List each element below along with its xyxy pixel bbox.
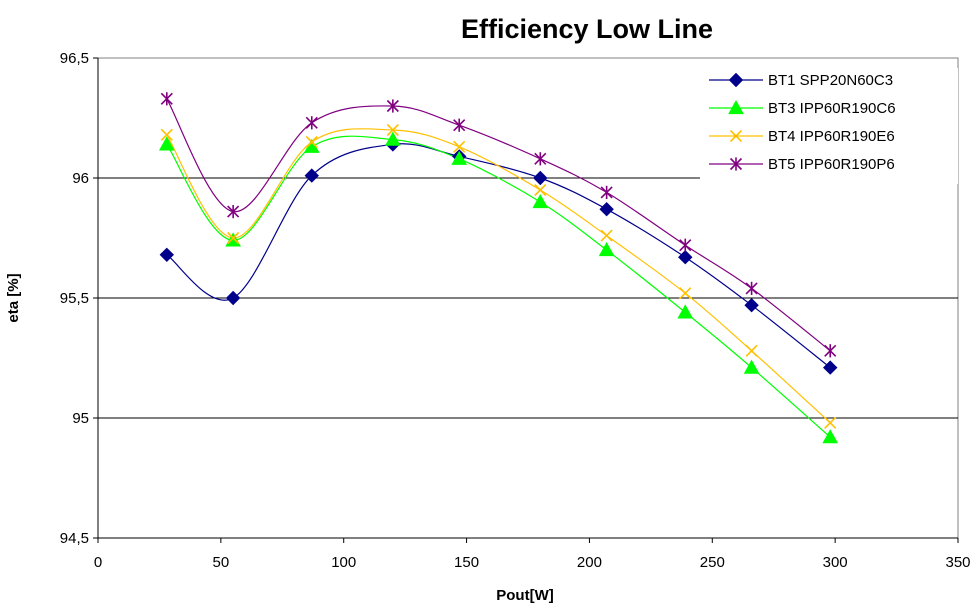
data-point — [532, 193, 549, 209]
data-point — [385, 131, 401, 146]
x-tick-label: 100 — [331, 554, 356, 571]
data-point — [451, 150, 468, 165]
y-tick-label: 95 — [72, 410, 89, 427]
series-line-4 — [166, 98, 831, 352]
x-tick-label: 300 — [823, 554, 848, 571]
data-point — [305, 116, 318, 130]
marker-stroke — [745, 344, 758, 357]
y-tick-label: 96 — [72, 170, 89, 187]
data-point — [158, 136, 175, 151]
data-point — [744, 297, 759, 313]
x-tick-labels: 0 50 100 150 200 250 300 350 — [94, 554, 971, 571]
data-point — [600, 229, 613, 242]
marker-stroke — [160, 128, 173, 141]
axes — [93, 57, 959, 543]
data-point — [305, 135, 318, 149]
data-point — [304, 168, 319, 183]
x-tick-label: 200 — [577, 554, 602, 571]
marker-stroke — [600, 229, 613, 242]
data-point — [386, 99, 399, 113]
data-point — [824, 416, 837, 429]
data-point — [822, 429, 839, 444]
legend-marker — [729, 157, 743, 171]
legend-marker — [728, 99, 744, 115]
data-point — [159, 247, 175, 263]
x-tick-label: 150 — [454, 554, 479, 571]
data-point — [678, 249, 693, 265]
data-point — [386, 123, 399, 137]
x-tick-label: 0 — [94, 554, 102, 571]
data-point — [225, 290, 241, 306]
data-point — [534, 152, 547, 166]
y-tick-labels: 94,5 95 95,5 96 96,5 — [60, 50, 89, 547]
data-point — [823, 360, 838, 375]
data-point — [227, 205, 240, 219]
y-tick-label: 94,5 — [60, 530, 89, 547]
data-point — [824, 344, 837, 358]
marker-stroke — [824, 416, 837, 429]
data-point — [679, 238, 692, 252]
series-lines — [166, 98, 831, 438]
data-point — [453, 118, 466, 132]
data-point — [453, 140, 466, 153]
marker-stroke — [679, 287, 692, 300]
data-point — [745, 344, 758, 357]
data-point — [227, 231, 240, 245]
x-tick-label: 350 — [945, 554, 970, 571]
data-point — [743, 359, 760, 374]
data-point — [600, 185, 613, 199]
data-point — [160, 128, 173, 141]
y-tick-label: 96,5 — [60, 50, 89, 67]
series-line-3 — [166, 128, 831, 424]
legend-label: BT3 IPP60R190C6 — [768, 100, 896, 117]
marker-stroke — [386, 123, 399, 137]
data-point — [745, 281, 758, 295]
x-tick-label: 250 — [700, 554, 725, 571]
data-point — [160, 92, 173, 106]
data-point — [534, 183, 547, 197]
y-tick-label: 95,5 — [60, 290, 89, 307]
data-point — [599, 201, 614, 217]
legend-marker — [728, 72, 744, 88]
data-point — [679, 287, 692, 300]
marker-stroke — [453, 140, 466, 153]
legend-box — [700, 68, 958, 184]
marker-stroke — [305, 135, 318, 149]
data-point — [225, 232, 241, 247]
legend-label: BT4 IPP60R190E6 — [768, 128, 895, 145]
data-point — [533, 170, 548, 186]
series-line-1 — [166, 143, 831, 369]
legend: BT1 SPP20N60C3 BT3 IPP60R190C6 BT4 IPP60R1… — [700, 68, 958, 184]
legend-marker — [729, 129, 743, 143]
data-point — [677, 304, 694, 319]
y-axis-label: eta [%] — [5, 273, 22, 322]
legend-label: BT5 IPP60R190P6 — [768, 156, 895, 173]
marker-stroke — [227, 231, 240, 245]
series-line-2 — [166, 135, 831, 438]
legend-label: BT1 SPP20N60C3 — [768, 72, 893, 89]
series-markers — [158, 92, 839, 444]
x-tick-label: 50 — [213, 554, 230, 571]
data-point — [598, 241, 615, 257]
chart-title: Efficiency Low Line — [461, 14, 713, 44]
marker-stroke — [534, 183, 547, 197]
x-axis-label: Pout[W] — [496, 587, 553, 604]
marker-stroke — [729, 129, 743, 143]
